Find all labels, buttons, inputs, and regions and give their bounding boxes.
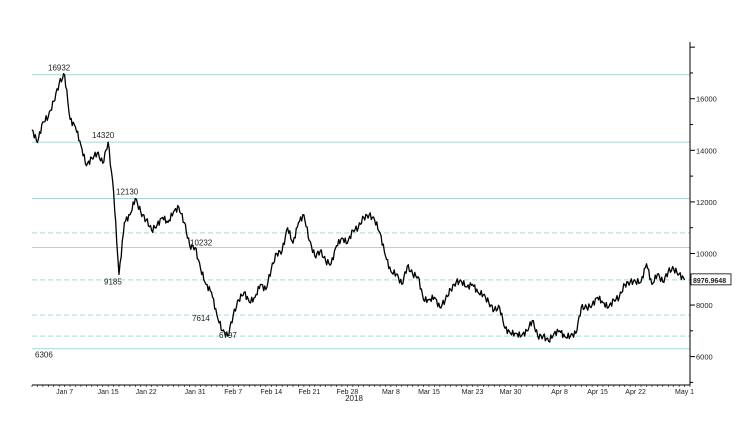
annotation-label: 6306 [35, 351, 53, 360]
x-tick-label: Apr 22 [625, 389, 646, 396]
x-tick-label: Jan 15 [98, 389, 119, 396]
x-tick-label: Mar 8 [382, 389, 400, 396]
annotation-label: 12130 [116, 188, 139, 197]
x-tick-label: Jan 31 [185, 389, 206, 396]
x-tick-label: Mar 23 [462, 389, 484, 396]
y-tick-label: 16000 [696, 95, 717, 104]
x-tick-label: Apr 8 [551, 389, 568, 396]
horizontal-levels [32, 74, 690, 350]
last-value-box [690, 273, 732, 286]
y-tick-label: 12000 [696, 198, 717, 207]
y-tick-label: 6000 [696, 353, 713, 362]
x-tick-label: Mar 30 [500, 389, 522, 396]
x-tick-label: Feb 21 [298, 389, 320, 396]
annotation-label: 7614 [192, 314, 210, 323]
y-tick-label: 14000 [696, 146, 717, 155]
price-line [31, 73, 686, 343]
annotation-label: 16932 [48, 64, 71, 73]
x-tick-label: Mar 15 [418, 389, 440, 396]
x-tick-label: Feb 14 [260, 389, 282, 396]
price-series [31, 73, 686, 343]
annotation-label: 14320 [92, 131, 115, 140]
x-tick-label: Feb 28 [337, 389, 359, 396]
x-tick-label: Apr 15 [587, 389, 608, 396]
level-annotations: 16932 14320 12130 9185 10232 7614 6797 6306 [35, 64, 237, 360]
y-axis: 6000 8000 10000 12000 14000 16000 8976.9648 [689, 42, 732, 385]
last-value-label: 8976.9648 [693, 278, 726, 285]
y-tick-label: 10000 [696, 249, 717, 258]
x-tick-label: Jan 22 [136, 389, 157, 396]
x-axis-year-label: 2018 [345, 394, 363, 403]
x-tick-label: Jan 7 [56, 389, 73, 396]
x-axis: Jan 7 Jan 15 Jan 22 Jan 31 Feb 7 Feb 14 Feb 21… [31, 384, 694, 396]
annotation-label: 6797 [219, 331, 237, 340]
annotation-label: 9185 [104, 277, 122, 286]
x-tick-label: Feb 7 [224, 389, 242, 396]
annotation-label: 10232 [190, 238, 213, 247]
x-tick-label: May 1 [675, 389, 694, 396]
y-tick-label: 8000 [696, 301, 713, 310]
